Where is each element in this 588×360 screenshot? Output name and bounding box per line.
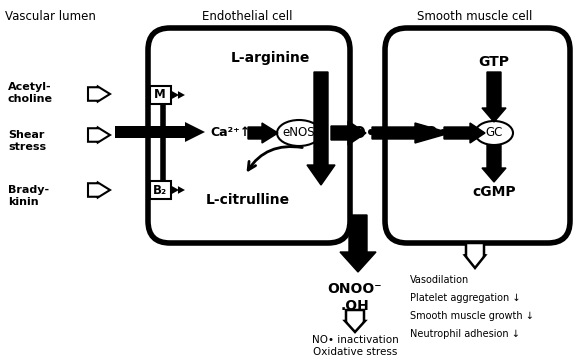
Text: Ca²⁺↑: Ca²⁺↑ [210, 126, 250, 139]
Text: M: M [154, 89, 166, 102]
Text: NO• inactivation: NO• inactivation [312, 335, 399, 345]
Polygon shape [307, 72, 335, 185]
Polygon shape [444, 123, 485, 143]
Text: eNOS: eNOS [283, 126, 315, 139]
Polygon shape [88, 183, 110, 198]
Text: Smooth muscle growth ↓: Smooth muscle growth ↓ [410, 311, 534, 321]
Text: Brady-
kinin: Brady- kinin [8, 185, 49, 207]
Polygon shape [482, 72, 506, 122]
Text: B₂: B₂ [153, 184, 167, 197]
Text: Endothelial cell: Endothelial cell [202, 10, 292, 23]
Polygon shape [178, 186, 185, 194]
Polygon shape [465, 243, 485, 268]
Polygon shape [172, 91, 179, 99]
Ellipse shape [277, 120, 321, 146]
Polygon shape [248, 123, 278, 143]
Polygon shape [88, 86, 110, 102]
Text: NO•: NO• [412, 126, 448, 140]
Text: Shear
stress: Shear stress [8, 130, 46, 152]
Text: Vascular lumen: Vascular lumen [5, 10, 96, 23]
Text: Smooth muscle cell: Smooth muscle cell [417, 10, 533, 23]
Text: cGMP: cGMP [472, 185, 516, 199]
Polygon shape [115, 122, 205, 142]
Text: GC: GC [485, 126, 503, 139]
FancyBboxPatch shape [149, 86, 171, 104]
FancyBboxPatch shape [148, 28, 350, 243]
Polygon shape [331, 121, 366, 145]
Polygon shape [172, 186, 179, 194]
Text: GTP: GTP [479, 55, 509, 69]
FancyBboxPatch shape [149, 181, 171, 199]
Text: Vasodilation: Vasodilation [410, 275, 469, 285]
Polygon shape [372, 123, 450, 143]
Text: L-citrulline: L-citrulline [206, 193, 290, 207]
Polygon shape [345, 310, 365, 332]
FancyBboxPatch shape [385, 28, 570, 243]
Polygon shape [340, 215, 376, 272]
Text: Platelet aggregation ↓: Platelet aggregation ↓ [410, 293, 520, 303]
Text: ONOO⁻
.OH: ONOO⁻ .OH [328, 282, 382, 313]
Text: Oxidative stress: Oxidative stress [313, 347, 397, 357]
Text: Neutrophil adhesion ↓: Neutrophil adhesion ↓ [410, 329, 520, 339]
Ellipse shape [475, 121, 513, 145]
Text: L-arginine: L-arginine [230, 51, 310, 65]
Polygon shape [88, 127, 110, 143]
Text: NO•: NO• [340, 126, 376, 140]
Polygon shape [482, 145, 506, 182]
Text: Acetyl-
choline: Acetyl- choline [8, 82, 53, 104]
Polygon shape [178, 91, 185, 99]
